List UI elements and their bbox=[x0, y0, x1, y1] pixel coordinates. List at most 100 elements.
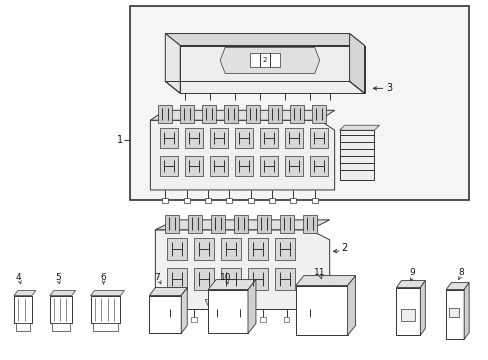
Bar bbox=[130, 6, 468, 200]
Bar bbox=[167, 318, 173, 323]
Polygon shape bbox=[420, 280, 425, 336]
Bar bbox=[183, 198, 189, 203]
Bar bbox=[235, 156, 252, 176]
Bar bbox=[52, 323, 69, 332]
Bar bbox=[247, 238, 267, 260]
Polygon shape bbox=[208, 280, 255, 289]
Bar bbox=[295, 285, 347, 336]
Bar bbox=[160, 156, 178, 176]
Polygon shape bbox=[463, 283, 468, 339]
Bar bbox=[226, 198, 232, 203]
Bar bbox=[256, 215, 270, 233]
Bar bbox=[92, 323, 118, 332]
Polygon shape bbox=[446, 283, 468, 289]
Bar bbox=[224, 105, 238, 123]
Polygon shape bbox=[396, 280, 425, 288]
Bar bbox=[185, 156, 203, 176]
Bar bbox=[448, 307, 458, 318]
Polygon shape bbox=[165, 33, 364, 45]
Polygon shape bbox=[349, 33, 364, 93]
Bar bbox=[190, 318, 196, 323]
Text: 9: 9 bbox=[408, 268, 414, 277]
Bar bbox=[249, 54, 279, 67]
Polygon shape bbox=[339, 125, 379, 130]
Bar bbox=[311, 105, 325, 123]
Polygon shape bbox=[295, 276, 355, 285]
Bar bbox=[289, 105, 303, 123]
Text: 4: 4 bbox=[16, 273, 21, 282]
Bar bbox=[188, 215, 202, 233]
Bar bbox=[167, 268, 187, 289]
Bar bbox=[194, 238, 214, 260]
Bar bbox=[16, 323, 30, 332]
Text: 1: 1 bbox=[117, 135, 123, 145]
Polygon shape bbox=[165, 33, 180, 93]
Polygon shape bbox=[90, 291, 124, 296]
Bar bbox=[235, 128, 252, 148]
Bar bbox=[211, 215, 224, 233]
Bar bbox=[185, 128, 203, 148]
Bar bbox=[260, 128, 277, 148]
Text: 11: 11 bbox=[313, 268, 325, 277]
Bar bbox=[302, 215, 316, 233]
Text: 8: 8 bbox=[457, 268, 463, 277]
Text: 3: 3 bbox=[386, 84, 392, 93]
Bar bbox=[210, 128, 227, 148]
Bar bbox=[221, 268, 241, 289]
Bar bbox=[260, 318, 265, 323]
Polygon shape bbox=[155, 220, 329, 230]
Polygon shape bbox=[205, 300, 244, 310]
Bar bbox=[247, 268, 267, 289]
Polygon shape bbox=[14, 291, 36, 296]
Bar bbox=[339, 130, 374, 180]
Text: 10: 10 bbox=[220, 273, 231, 282]
Polygon shape bbox=[247, 280, 255, 333]
Text: 2: 2 bbox=[262, 58, 266, 63]
Bar bbox=[90, 296, 120, 323]
Bar bbox=[194, 268, 214, 289]
Bar bbox=[260, 156, 277, 176]
Polygon shape bbox=[155, 230, 329, 310]
Bar bbox=[268, 198, 274, 203]
Bar bbox=[221, 238, 241, 260]
Bar bbox=[149, 296, 181, 333]
Bar bbox=[162, 198, 168, 203]
Bar bbox=[283, 318, 289, 323]
Bar bbox=[204, 198, 210, 203]
Polygon shape bbox=[149, 288, 187, 296]
Bar bbox=[311, 198, 317, 203]
Polygon shape bbox=[347, 276, 355, 336]
Bar bbox=[396, 288, 420, 336]
Polygon shape bbox=[50, 291, 76, 296]
Bar bbox=[237, 318, 243, 323]
Bar bbox=[50, 296, 72, 323]
Bar bbox=[160, 128, 178, 148]
Bar bbox=[279, 215, 293, 233]
Bar bbox=[210, 156, 227, 176]
Text: 2: 2 bbox=[341, 243, 347, 253]
Bar bbox=[158, 105, 172, 123]
Bar bbox=[285, 156, 302, 176]
Bar bbox=[267, 105, 281, 123]
Bar bbox=[213, 318, 219, 323]
Bar bbox=[208, 289, 247, 333]
Bar bbox=[309, 156, 327, 176]
Bar bbox=[309, 128, 327, 148]
Bar bbox=[165, 215, 179, 233]
Bar bbox=[290, 198, 296, 203]
Polygon shape bbox=[181, 288, 187, 333]
Bar bbox=[202, 105, 216, 123]
Bar bbox=[285, 128, 302, 148]
Bar bbox=[306, 318, 312, 323]
Bar bbox=[245, 105, 260, 123]
Polygon shape bbox=[220, 48, 319, 73]
Bar bbox=[14, 296, 32, 323]
Polygon shape bbox=[180, 45, 364, 93]
Bar bbox=[401, 310, 414, 321]
Bar bbox=[247, 198, 253, 203]
Bar bbox=[180, 105, 194, 123]
Bar bbox=[446, 289, 463, 339]
Text: 6: 6 bbox=[101, 273, 106, 282]
Text: 5: 5 bbox=[55, 273, 61, 282]
Polygon shape bbox=[150, 120, 334, 190]
